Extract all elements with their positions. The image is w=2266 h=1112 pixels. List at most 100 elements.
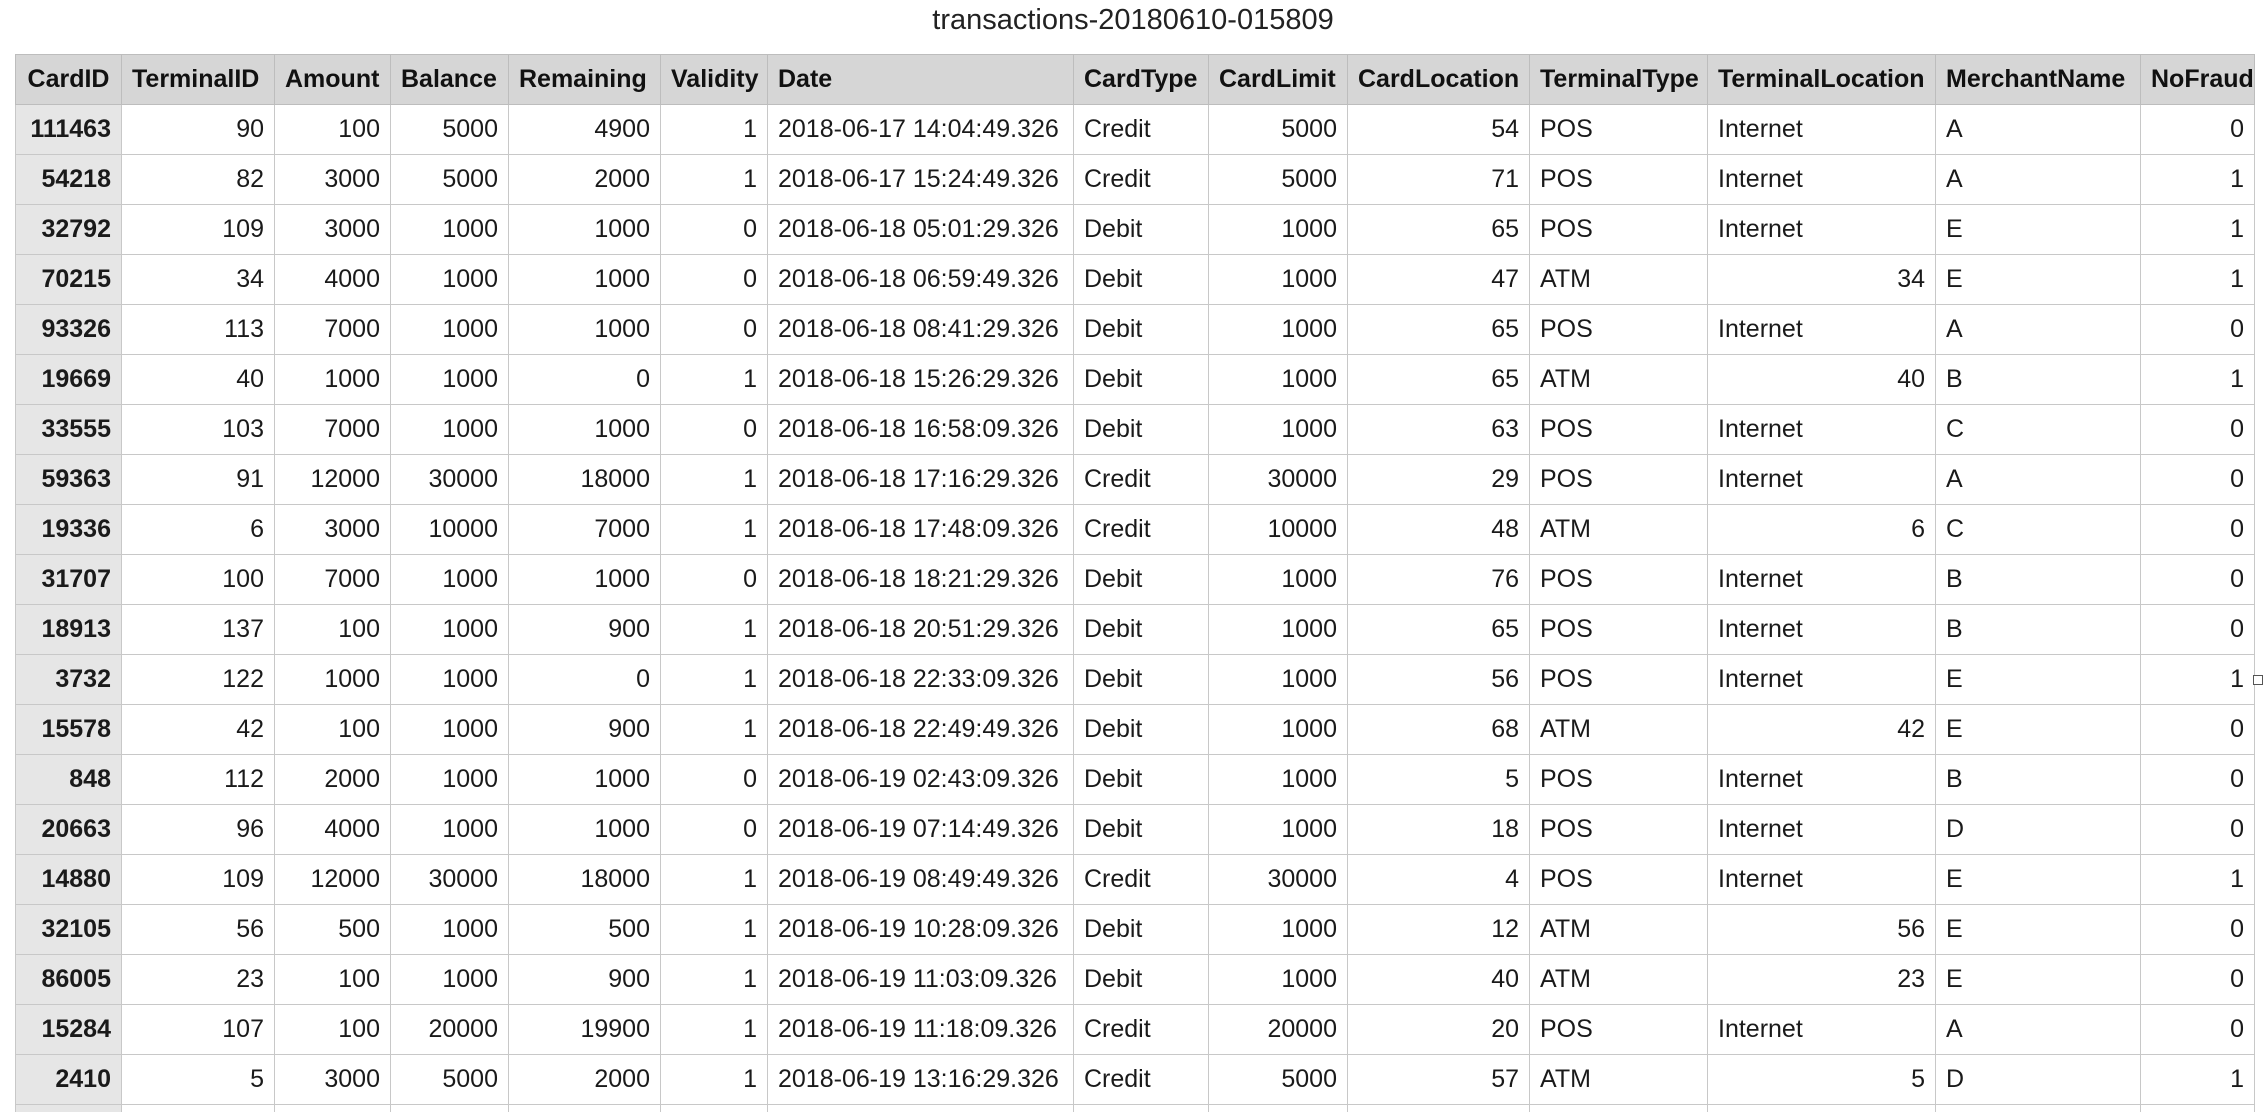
cell-terminalid[interactable]: 82 bbox=[121, 154, 275, 205]
cell-amount[interactable]: 100 bbox=[274, 1004, 391, 1055]
cell-cardlimit[interactable]: 10000 bbox=[1208, 504, 1348, 555]
cell-validity[interactable]: 0 bbox=[660, 404, 768, 455]
cell-balance[interactable] bbox=[390, 1104, 509, 1112]
cell-balance[interactable]: 1000 bbox=[390, 604, 509, 655]
column-header-amount[interactable]: Amount bbox=[274, 54, 391, 105]
cell-terminalid[interactable] bbox=[121, 1104, 275, 1112]
cell-terminaltype[interactable]: POS bbox=[1529, 104, 1708, 155]
cell-terminalid[interactable]: 107 bbox=[121, 1004, 275, 1055]
cell-date[interactable]: 2018-06-18 06:59:49.326 bbox=[767, 254, 1074, 305]
cell-cardlimit[interactable]: 1000 bbox=[1208, 604, 1348, 655]
cell-balance[interactable]: 1000 bbox=[390, 954, 509, 1005]
cell-validity[interactable]: 1 bbox=[660, 154, 768, 205]
cell-amount[interactable]: 500 bbox=[274, 904, 391, 955]
cell-cardlocation[interactable]: 63 bbox=[1347, 404, 1530, 455]
cell-cardlocation[interactable]: 48 bbox=[1347, 504, 1530, 555]
cell-nofraud[interactable]: 0 bbox=[2140, 404, 2255, 455]
cell-date[interactable]: 2018-06-18 05:01:29.326 bbox=[767, 204, 1074, 255]
cell-cardlocation[interactable]: 12 bbox=[1347, 904, 1530, 955]
cell-cardlocation[interactable]: 4 bbox=[1347, 854, 1530, 905]
cell-balance[interactable]: 10000 bbox=[390, 504, 509, 555]
cell-merchantname[interactable]: D bbox=[1935, 1054, 2141, 1105]
column-header-terminallocation[interactable]: TerminalLocation bbox=[1707, 54, 1936, 105]
cell-cardid[interactable]: 19669 bbox=[15, 354, 122, 405]
cell-terminallocation[interactable]: Internet bbox=[1707, 454, 1936, 505]
cell-amount[interactable]: 2000 bbox=[274, 754, 391, 805]
cell-terminaltype[interactable]: POS bbox=[1529, 754, 1708, 805]
cell-amount[interactable]: 4000 bbox=[274, 804, 391, 855]
cell-validity[interactable]: 0 bbox=[660, 204, 768, 255]
cell-amount[interactable]: 3000 bbox=[274, 504, 391, 555]
cell-remaining[interactable]: 7000 bbox=[508, 504, 661, 555]
cell-validity[interactable]: 1 bbox=[660, 904, 768, 955]
cell-merchantname[interactable]: C bbox=[1935, 504, 2141, 555]
cell-cardlocation[interactable]: 5 bbox=[1347, 754, 1530, 805]
cell-validity[interactable]: 1 bbox=[660, 454, 768, 505]
cell-date[interactable]: 2018-06-19 07:14:49.326 bbox=[767, 804, 1074, 855]
cell-amount[interactable]: 1000 bbox=[274, 654, 391, 705]
column-header-cardlimit[interactable]: CardLimit bbox=[1208, 54, 1348, 105]
cell-nofraud[interactable]: 0 bbox=[2140, 804, 2255, 855]
cell-amount[interactable]: 7000 bbox=[274, 554, 391, 605]
cell-cardtype[interactable]: Debit bbox=[1073, 954, 1209, 1005]
cell-date[interactable]: 2018-06-18 17:48:09.326 bbox=[767, 504, 1074, 555]
cell-validity[interactable]: 0 bbox=[660, 554, 768, 605]
cell-cardlocation[interactable]: 68 bbox=[1347, 704, 1530, 755]
cell-terminalid[interactable]: 91 bbox=[121, 454, 275, 505]
column-header-merchantname[interactable]: MerchantName bbox=[1935, 54, 2141, 105]
cell-date[interactable]: 2018-06-18 22:49:49.326 bbox=[767, 704, 1074, 755]
cell-resize-handle[interactable] bbox=[2253, 675, 2263, 685]
cell-terminallocation[interactable]: 42 bbox=[1707, 704, 1936, 755]
cell-cardlimit[interactable]: 1000 bbox=[1208, 304, 1348, 355]
cell-cardlocation[interactable]: 29 bbox=[1347, 454, 1530, 505]
cell-terminallocation[interactable]: Internet bbox=[1707, 654, 1936, 705]
cell-terminaltype[interactable]: POS bbox=[1529, 804, 1708, 855]
cell-remaining[interactable]: 900 bbox=[508, 604, 661, 655]
cell-nofraud[interactable]: 0 bbox=[2140, 954, 2255, 1005]
column-header-balance[interactable]: Balance bbox=[390, 54, 509, 105]
cell-cardid[interactable]: 15284 bbox=[15, 1004, 122, 1055]
cell-amount[interactable]: 1000 bbox=[274, 354, 391, 405]
cell-merchantname[interactable]: A bbox=[1935, 304, 2141, 355]
cell-cardlocation[interactable]: 65 bbox=[1347, 304, 1530, 355]
cell-terminallocation[interactable]: Internet bbox=[1707, 854, 1936, 905]
cell-cardlimit[interactable]: 1000 bbox=[1208, 654, 1348, 705]
cell-remaining[interactable]: 0 bbox=[508, 654, 661, 705]
cell-amount[interactable] bbox=[274, 1104, 391, 1112]
cell-cardlimit[interactable]: 1000 bbox=[1208, 754, 1348, 805]
cell-cardlimit[interactable]: 30000 bbox=[1208, 454, 1348, 505]
cell-amount[interactable]: 3000 bbox=[274, 204, 391, 255]
cell-merchantname[interactable]: B bbox=[1935, 604, 2141, 655]
cell-cardlimit[interactable]: 5000 bbox=[1208, 104, 1348, 155]
cell-terminaltype[interactable] bbox=[1529, 1104, 1708, 1112]
cell-date[interactable]: 2018-06-19 08:49:49.326 bbox=[767, 854, 1074, 905]
cell-terminalid[interactable]: 6 bbox=[121, 504, 275, 555]
cell-terminallocation[interactable]: Internet bbox=[1707, 1004, 1936, 1055]
cell-cardtype[interactable]: Debit bbox=[1073, 254, 1209, 305]
cell-date[interactable]: 2018-06-18 17:16:29.326 bbox=[767, 454, 1074, 505]
cell-terminalid[interactable]: 23 bbox=[121, 954, 275, 1005]
cell-date[interactable]: 2018-06-19 10:28:09.326 bbox=[767, 904, 1074, 955]
cell-terminalid[interactable]: 103 bbox=[121, 404, 275, 455]
cell-cardid[interactable]: 2410 bbox=[15, 1054, 122, 1105]
cell-terminallocation[interactable]: 40 bbox=[1707, 354, 1936, 405]
cell-balance[interactable]: 1000 bbox=[390, 354, 509, 405]
cell-date[interactable]: 2018-06-17 14:04:49.326 bbox=[767, 104, 1074, 155]
cell-balance[interactable]: 1000 bbox=[390, 204, 509, 255]
cell-terminaltype[interactable]: POS bbox=[1529, 304, 1708, 355]
cell-cardid[interactable]: 59363 bbox=[15, 454, 122, 505]
cell-cardid[interactable]: 3732 bbox=[15, 654, 122, 705]
cell-cardlimit[interactable]: 1000 bbox=[1208, 204, 1348, 255]
cell-cardtype[interactable]: Credit bbox=[1073, 854, 1209, 905]
cell-validity[interactable]: 0 bbox=[660, 304, 768, 355]
cell-cardid[interactable]: 32792 bbox=[15, 204, 122, 255]
cell-balance[interactable]: 1000 bbox=[390, 304, 509, 355]
cell-terminalid[interactable]: 96 bbox=[121, 804, 275, 855]
cell-cardlocation[interactable]: 18 bbox=[1347, 804, 1530, 855]
cell-cardid[interactable]: 19336 bbox=[15, 504, 122, 555]
cell-balance[interactable]: 1000 bbox=[390, 804, 509, 855]
cell-cardlocation[interactable]: 57 bbox=[1347, 1054, 1530, 1105]
cell-cardid[interactable]: 848 bbox=[15, 754, 122, 805]
cell-terminaltype[interactable]: POS bbox=[1529, 454, 1708, 505]
cell-cardtype[interactable]: Debit bbox=[1073, 354, 1209, 405]
